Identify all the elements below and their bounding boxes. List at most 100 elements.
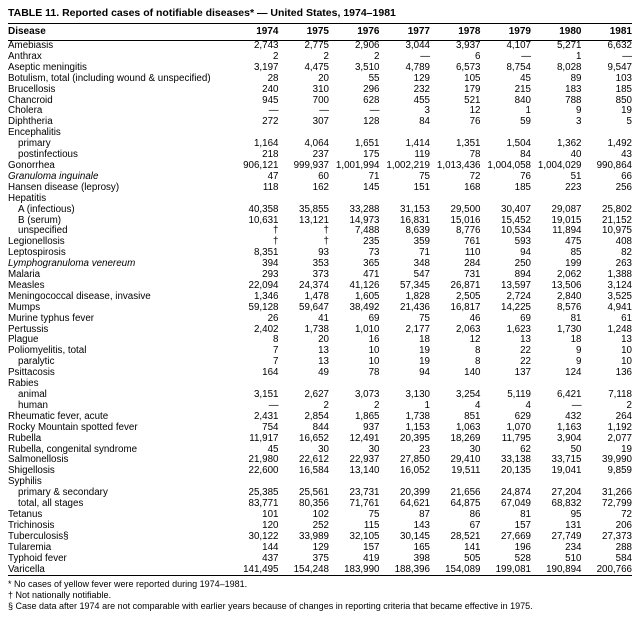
value-cell: 29,500 (450, 203, 481, 215)
table-row: unspecified † † 7,488 8,639 8,776 10,534 11,894… (8, 226, 632, 237)
value-cell: 521 (464, 94, 481, 106)
disease-name-cell: Mumps (8, 301, 41, 313)
disease-name-cell: Psittacosis (8, 367, 55, 379)
value-cell: 69 (368, 312, 380, 324)
value-cell: 165 (413, 541, 430, 553)
section-row: Encephalitis (8, 127, 632, 139)
value-cell: 20,135 (501, 465, 531, 477)
table-row: Legionellosis † † 235 359 761 593 475 408 (8, 236, 632, 248)
value-cell: 4,789 (405, 61, 430, 73)
value-cell: 206 (615, 519, 632, 531)
value-cell: 105 (464, 72, 481, 84)
column-header-1979: 1979 (480, 23, 531, 41)
value-cell: 1,828 (405, 290, 430, 302)
value-cell: 1,346 (253, 290, 279, 302)
value-cell: 72,799 (602, 498, 632, 510)
value-cell: 22,612 (299, 454, 329, 466)
footnotes: * No cases of yellow fever were reported… (8, 579, 632, 612)
value-cell: 39,990 (602, 454, 632, 466)
value-cell: 1,248 (607, 323, 632, 335)
value-cell: 19 (621, 443, 632, 455)
value-cell: 27,373 (602, 530, 632, 542)
table-row: Granuloma inguinale 47 60 71 75 72 76 51 66 (8, 170, 632, 183)
value-cell: 8,028 (556, 61, 582, 73)
value-cell: 60 (318, 170, 329, 182)
value-cell: 30,145 (400, 530, 430, 542)
table-row: Mumps 59,128 59,647 38,492 21,436 16,817 14,22… (8, 301, 632, 314)
value-cell: 33,288 (349, 203, 380, 215)
value-cell: 4,475 (304, 61, 329, 73)
value-cell: 353 (312, 258, 329, 270)
value-cell: 1,865 (354, 410, 380, 422)
footnote-dagger: † Not nationally notifiable. (8, 590, 112, 601)
disease-name-cell: Rabies (8, 378, 39, 390)
value-cell: 10 (368, 345, 380, 357)
value-cell: 40 (570, 149, 582, 161)
value-cell: 67 (469, 519, 481, 531)
value-cell: 629 (514, 410, 531, 422)
value-cell: 990,864 (596, 159, 632, 171)
value-cell: 13,506 (551, 279, 582, 291)
value-cell: 937 (363, 421, 380, 433)
value-cell: 307 (312, 116, 329, 128)
value-cell: 16,052 (400, 465, 430, 477)
value-cell: 1 (525, 105, 531, 117)
value-cell: 140 (464, 367, 481, 379)
value-cell: 40,358 (248, 203, 279, 215)
disease-name-cell: animal (18, 389, 47, 400)
table-row: Salmonellosis 21,980 22,612 22,937 27,850 29,… (8, 455, 632, 466)
table-row: Varicella 141,495 154,248 183,990 188,396 154… (8, 563, 632, 576)
value-cell: 85 (570, 247, 582, 259)
value-cell: 27,204 (551, 487, 582, 499)
value-cell: 29,410 (450, 454, 481, 466)
value-cell: 3,130 (405, 389, 430, 400)
disease-name-cell: Hansen disease (leprosy) (8, 181, 120, 193)
value-cell: 49 (318, 367, 329, 379)
disease-name-cell: Tetanus (8, 508, 43, 520)
value-cell: 183 (565, 83, 582, 95)
value-cell: 50 (570, 443, 582, 455)
table-row: Malaria 293 373 471 547 731 894 2,062 1,388 (8, 269, 632, 281)
disease-name-cell: unspecified (18, 225, 68, 237)
table-row: postinfectious 218 237 175 119 78 84 40 43 (8, 149, 632, 161)
value-cell: — (521, 50, 531, 62)
value-cell: 4 (525, 399, 531, 411)
value-cell: 2 (273, 50, 279, 62)
table-row: Murine typhus fever 26 41 69 75 46 69 81 61 (8, 312, 632, 325)
value-cell: 3,073 (354, 389, 380, 400)
value-cell: 144 (262, 541, 279, 553)
disease-name-cell: primary & secondary (18, 487, 108, 499)
value-cell: 9 (576, 105, 582, 117)
value-cell: 120 (262, 519, 279, 531)
value-cell: 31,266 (602, 487, 632, 499)
disease-name-cell: Diphtheria (8, 116, 53, 128)
table-row: animal 3,151 2,627 3,073 3,130 3,254 5,119 6,42… (8, 389, 632, 401)
value-cell: 73 (368, 247, 380, 259)
value-cell: 5,271 (556, 40, 582, 51)
value-cell: 19 (621, 105, 632, 117)
value-cell: 761 (464, 236, 481, 248)
value-cell: 21,152 (602, 214, 632, 226)
table-row: Chancroid 945 700 628 455 521 840 788 850 (8, 94, 632, 107)
value-cell: 185 (615, 83, 632, 95)
value-cell: 78 (368, 367, 380, 379)
disease-name-cell: Chancroid (8, 94, 53, 106)
disease-name-cell: Granuloma inguinale (8, 170, 99, 182)
value-cell: 41 (318, 312, 329, 324)
value-cell: — (420, 50, 430, 62)
value-cell: 190,894 (546, 563, 582, 575)
table-row: Hansen disease (leprosy) 118 162 145 151 168 1… (8, 181, 632, 194)
value-cell: 154,089 (445, 563, 481, 575)
value-cell: 1,164 (253, 138, 279, 150)
value-cell: 179 (464, 83, 481, 95)
value-cell: 999,937 (293, 159, 329, 171)
value-cell: 51 (570, 170, 582, 182)
value-cell: 1,351 (455, 138, 481, 150)
value-cell: 2 (374, 50, 380, 62)
value-cell: 3,124 (607, 279, 632, 291)
value-cell: 3,197 (253, 61, 279, 73)
value-cell: 22,937 (349, 454, 380, 466)
value-cell: 33,138 (501, 454, 531, 466)
value-cell: 475 (565, 236, 582, 248)
value-cell: 3,525 (607, 290, 632, 302)
